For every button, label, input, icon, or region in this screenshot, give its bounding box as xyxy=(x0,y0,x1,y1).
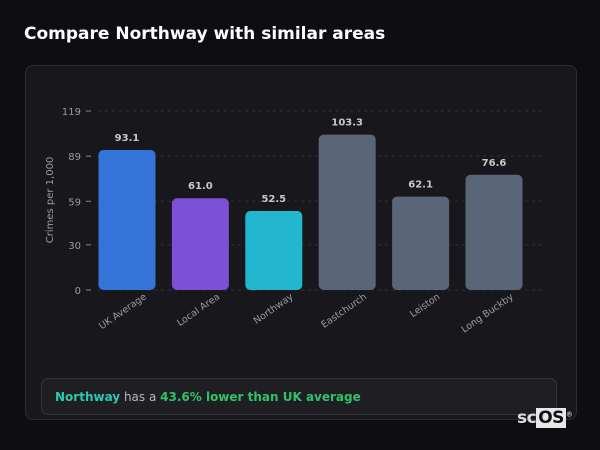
y-axis-label: Crimes per 1,000 xyxy=(45,157,56,244)
x-tick-label: Eastchurch xyxy=(319,291,368,330)
data-label: 76.6 xyxy=(482,158,507,169)
summary-box: Northway has a 43.6% lower than UK avera… xyxy=(41,378,557,415)
data-label: 103.3 xyxy=(331,118,363,129)
summary-comparison: 43.6% lower than UK average xyxy=(160,390,361,404)
data-label: 93.1 xyxy=(115,133,140,144)
x-tick-label: Long Buckby xyxy=(459,291,516,335)
x-tick-label: UK Average xyxy=(97,291,149,332)
bar-local-area xyxy=(171,198,229,290)
page-title: Compare Northway with similar areas xyxy=(24,24,386,44)
data-label: 61.0 xyxy=(188,181,213,192)
bar-leiston xyxy=(392,196,450,290)
y-tick-label: 30 xyxy=(68,241,81,252)
data-label: 62.1 xyxy=(408,180,433,191)
x-tick-label: Leiston xyxy=(408,291,442,320)
y-tick-label: 59 xyxy=(68,197,81,208)
bar-northway xyxy=(245,211,303,290)
summary-text: has a xyxy=(120,390,161,404)
scos-logo: sc OS ® xyxy=(517,408,573,428)
y-tick-label: 119 xyxy=(62,107,81,118)
y-tick-label: 89 xyxy=(68,152,81,163)
bar-long-buckby xyxy=(465,174,523,290)
x-tick-label: Local Area xyxy=(175,291,222,328)
x-tick-label: Northway xyxy=(252,291,296,326)
summary-area: Northway xyxy=(55,390,121,404)
data-label: 52.5 xyxy=(261,194,286,205)
bar-eastchurch xyxy=(318,134,376,290)
bar-uk-average xyxy=(98,149,156,290)
y-tick-label: 0 xyxy=(75,286,81,297)
